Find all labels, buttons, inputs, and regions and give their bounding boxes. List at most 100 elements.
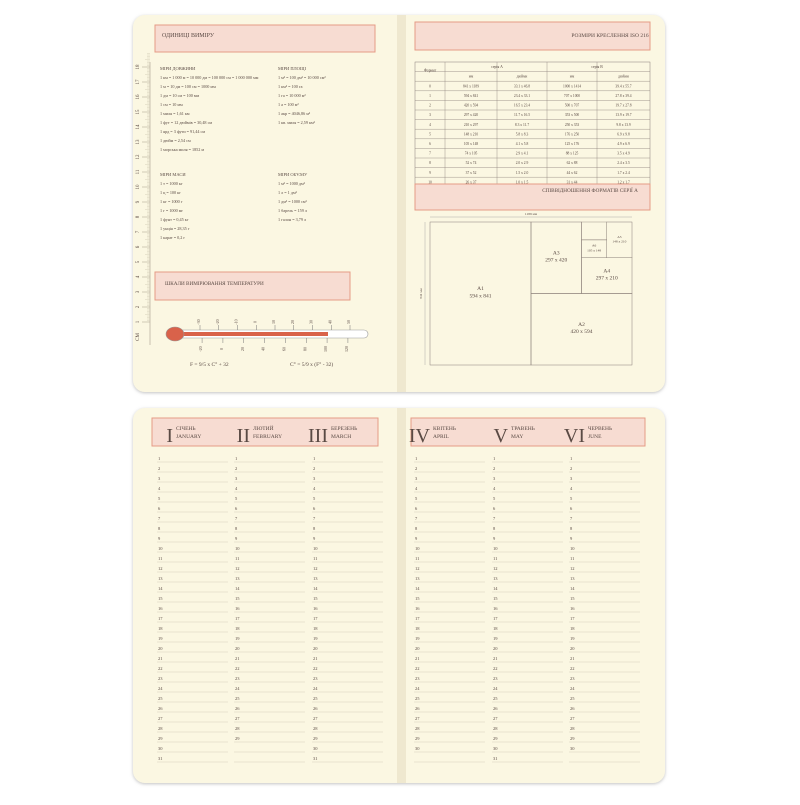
unit-line: 1 а = 100 м²: [278, 102, 299, 107]
day-number: 9: [235, 536, 238, 541]
day-number: 17: [493, 616, 498, 621]
day-number: 5: [158, 496, 161, 501]
unit-line: 1 миля = 1,61 км: [160, 111, 190, 117]
table-cell: 0: [429, 84, 431, 88]
table-cell: 23.4 x 33.1: [514, 94, 530, 98]
day-number: 27: [570, 716, 575, 721]
day-number: 21: [493, 656, 498, 661]
day-number: 13: [158, 576, 163, 581]
day-number: 26: [570, 706, 575, 711]
table-cell: 39.4 x 55.7: [615, 84, 631, 88]
header-box: [414, 21, 651, 51]
day-number: 25: [415, 696, 420, 701]
day-number: 30: [493, 746, 498, 751]
day-number: 25: [158, 696, 163, 701]
unit-line: 1 км² = 100 га: [278, 84, 303, 89]
day-number: 24: [313, 686, 318, 691]
day-number: 5: [570, 496, 573, 501]
day-number: 20: [158, 646, 163, 651]
sheet-name: A2: [578, 322, 585, 328]
header-box: [414, 183, 651, 211]
month-name-en: APRIL: [433, 434, 450, 440]
sheet-size: 594 x 841: [470, 293, 492, 299]
table-cell: 8.3 x 11.7: [515, 123, 529, 127]
celsius-label: 50: [346, 320, 351, 324]
day-number: 25: [570, 696, 575, 701]
table-cell: 4: [429, 123, 431, 127]
day-number: 4: [158, 486, 161, 491]
day-number: 15: [235, 596, 240, 601]
day-number: 21: [415, 656, 420, 661]
day-number: 28: [235, 726, 240, 731]
table-cell: 148 x 210: [464, 132, 479, 136]
sheet-size: 105 x 148: [587, 248, 601, 252]
table-cell: 11.7 x 16.5: [514, 113, 530, 117]
table-cell: 210 x 297: [464, 123, 479, 127]
ruler-number: 18: [136, 64, 141, 70]
day-number: 14: [570, 586, 575, 591]
day-number: 15: [493, 596, 498, 601]
table-cell: 841 x 1189: [463, 84, 479, 88]
celsius-label: -20: [215, 319, 220, 324]
day-number: 16: [235, 606, 240, 611]
day-number: 13: [415, 576, 420, 581]
day-number: 10: [235, 546, 240, 551]
day-number: 12: [158, 566, 163, 571]
table-cell: 6: [429, 142, 431, 146]
day-number: 6: [158, 506, 161, 511]
table-cell: 2.4 x 3.5: [617, 161, 630, 165]
day-number: 29: [158, 736, 163, 741]
day-number: 22: [313, 666, 318, 671]
day-number: 18: [570, 626, 575, 631]
day-number: 16: [493, 606, 498, 611]
day-number: 2: [158, 466, 160, 471]
table-cell: 2: [429, 104, 431, 108]
celsius-label: -10: [234, 319, 239, 324]
month-name: ЧЕРВЕНЬ: [588, 426, 612, 432]
ruler-number: 5: [136, 260, 141, 263]
day-number: 22: [415, 666, 420, 671]
day-number: 24: [493, 686, 498, 691]
day-number: 27: [235, 716, 240, 721]
day-number: 8: [570, 526, 573, 531]
day-number: 1: [313, 456, 315, 461]
day-number: 29: [235, 736, 240, 741]
day-number: 14: [493, 586, 498, 591]
day-number: 10: [158, 546, 163, 551]
day-number: 5: [493, 496, 496, 501]
unit-line: 1 ярд = 3 фути = 91,44 см: [160, 129, 205, 135]
day-number: 8: [415, 526, 418, 531]
month-name-en: MARCH: [331, 434, 351, 440]
day-number: 31: [313, 756, 318, 761]
table-cell: 6.9 x 9.8: [617, 132, 630, 136]
day-number: 27: [493, 716, 498, 721]
day-number: 3: [158, 476, 161, 481]
day-number: 23: [415, 676, 420, 681]
day-number: 20: [235, 646, 240, 651]
day-number: 1: [415, 456, 417, 461]
table-cell: 1.5 x 2.0: [516, 171, 529, 175]
table-subheader: дюйми: [618, 74, 629, 78]
table-cell: 707 x 1000: [564, 94, 580, 98]
day-number: 12: [235, 566, 240, 571]
table-header: Формат: [424, 69, 437, 73]
table-cell: 4.9 x 6.9: [617, 142, 630, 146]
day-number: 21: [158, 656, 163, 661]
day-number: 18: [235, 626, 240, 631]
month-numeral: II: [237, 425, 250, 447]
table-cell: 31 x 44: [567, 180, 578, 184]
table-cell: 250 x 353: [565, 123, 580, 127]
table-cell: 1: [429, 94, 431, 98]
day-number: 11: [415, 556, 419, 561]
day-number: 6: [313, 506, 316, 511]
day-number: 20: [570, 646, 575, 651]
fahrenheit-label: 60: [281, 347, 286, 351]
day-number: 13: [570, 576, 575, 581]
day-number: 10: [493, 546, 498, 551]
day-number: 1: [570, 456, 572, 461]
dimension-label: 841 мм: [419, 287, 423, 298]
day-number: 10: [415, 546, 420, 551]
day-number: 12: [313, 566, 318, 571]
unit-line: 1 м² = 100 дм² = 10 000 см²: [278, 75, 326, 80]
